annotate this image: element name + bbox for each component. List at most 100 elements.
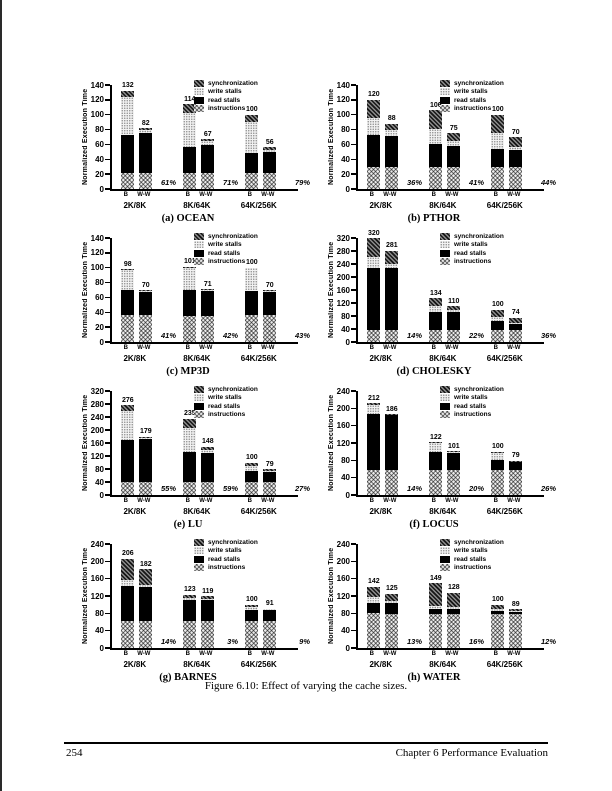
y-tick-mark xyxy=(105,128,110,131)
chart-title: (h) WATER xyxy=(407,672,461,683)
segment-write-stalls xyxy=(245,606,259,611)
miss-rate-percent: 20% xyxy=(468,484,484,493)
y-tick-label: 120 xyxy=(336,298,350,308)
legend-row: read stalls xyxy=(194,96,258,105)
miss-rate-percent: 43% xyxy=(294,331,310,340)
segment-instructions xyxy=(245,620,259,648)
y-tick-mark xyxy=(105,84,110,86)
y-tick-label: 200 xyxy=(90,425,104,435)
chart-barnes: Normalized Execution Time 206 182 14% 123 119… xyxy=(66,534,310,687)
legend-row: write stalls xyxy=(440,88,504,97)
y-tick-label: 80 xyxy=(341,608,350,618)
sync-swatch-icon xyxy=(440,79,450,87)
legend: synchronization write stalls read stalls in… xyxy=(194,232,258,266)
legend: synchronization write stalls read stalls in… xyxy=(194,538,258,572)
y-tick-label: 100 xyxy=(336,110,350,120)
legend-label: read stalls xyxy=(208,555,241,563)
segment-write-stalls xyxy=(245,466,259,471)
segment-write-stalls xyxy=(509,610,523,612)
y-tick-label: 40 xyxy=(341,154,350,164)
segment-instructions xyxy=(509,329,523,342)
sync-swatch-icon xyxy=(194,232,204,240)
legend-row: instructions xyxy=(440,564,504,573)
legend-label: synchronization xyxy=(208,538,258,546)
bar-tick-label: B xyxy=(369,498,374,504)
y-tick-label: 200 xyxy=(90,556,104,566)
segment-read-stalls xyxy=(429,451,443,471)
bar-w-w xyxy=(509,609,523,648)
segment-synchronization xyxy=(139,569,153,585)
segment-read-stalls xyxy=(385,268,399,330)
segment-instructions xyxy=(385,167,399,189)
plot-area: 276 179 55% 235 148 59% 100 79 27% xyxy=(110,391,310,497)
cache-size-label: 8K/64K xyxy=(183,354,211,363)
chart-title: (d) CHOLESKY xyxy=(396,366,472,377)
bar-b xyxy=(121,90,135,189)
legend-row: synchronization xyxy=(440,232,504,241)
legend-label: write stalls xyxy=(208,394,242,402)
segment-write-stalls xyxy=(447,606,461,610)
segment-write-stalls xyxy=(491,133,505,149)
miss-rate-percent: 9% xyxy=(299,637,310,646)
legend: synchronization write stalls read stalls in… xyxy=(440,232,504,266)
y-tick-mark xyxy=(105,296,110,299)
segment-synchronization xyxy=(139,128,153,131)
chart-title: (g) BARNES xyxy=(159,672,217,683)
bar-b xyxy=(429,583,443,648)
segment-synchronization xyxy=(385,123,399,130)
segment-write-stalls xyxy=(447,141,461,146)
footer-rule xyxy=(64,742,548,744)
bar-w-w xyxy=(139,569,153,648)
bar-tick-label: B xyxy=(185,192,190,198)
legend-label: write stalls xyxy=(454,394,488,402)
bar-b xyxy=(183,594,197,648)
legend: synchronization write stalls read stalls in… xyxy=(440,385,504,419)
segment-synchronization xyxy=(509,460,523,462)
legend-label: read stalls xyxy=(454,249,487,257)
segment-synchronization xyxy=(121,558,135,580)
segment-write-stalls xyxy=(367,596,381,604)
y-tick-label: 120 xyxy=(336,95,350,105)
figure-caption: Figure 6.10: Effect of varying the cache… xyxy=(204,680,408,692)
segment-synchronization xyxy=(367,586,381,597)
instr-swatch-icon xyxy=(194,564,204,572)
segment-write-stalls xyxy=(201,141,215,146)
legend-label: synchronization xyxy=(454,538,504,546)
segment-synchronization xyxy=(367,403,381,405)
bar-total-label: 101 xyxy=(183,258,196,266)
segment-instructions xyxy=(183,172,197,189)
miss-rate-percent: 14% xyxy=(160,637,176,646)
bar-total-label: 70 xyxy=(141,281,150,289)
y-tick-mark xyxy=(105,99,110,101)
y-tick-mark xyxy=(351,302,356,304)
y-tick-label: 20 xyxy=(341,169,350,179)
cache-size-label: 64K/256K xyxy=(486,354,523,363)
segment-read-stalls xyxy=(263,471,277,482)
y-tick-label: 0 xyxy=(345,337,350,347)
legend-row: write stalls xyxy=(194,394,258,403)
segment-synchronization xyxy=(201,139,215,142)
y-tick-label: 80 xyxy=(95,125,104,135)
segment-synchronization xyxy=(429,442,443,444)
segment-synchronization xyxy=(447,592,461,607)
legend-row: write stalls xyxy=(194,241,258,250)
bar-tick-label: W-W xyxy=(383,651,397,657)
segment-read-stalls xyxy=(385,136,399,168)
instr-swatch-icon xyxy=(194,258,204,266)
bar-b xyxy=(245,114,259,189)
segment-instructions xyxy=(429,614,443,648)
legend-label: instructions xyxy=(208,258,246,266)
segment-instructions xyxy=(447,614,461,648)
bar-w-w xyxy=(447,592,461,648)
y-tick-label: 80 xyxy=(95,464,104,474)
sync-swatch-icon xyxy=(440,232,450,240)
bar-w-w xyxy=(385,250,399,342)
bar-b xyxy=(429,298,443,342)
segment-instructions xyxy=(385,470,399,495)
segment-instructions xyxy=(139,482,153,495)
cache-size-label: 2K/8K xyxy=(369,507,393,516)
y-tick-mark xyxy=(351,390,356,392)
y-tick-mark xyxy=(351,328,356,330)
y-tick-label: 0 xyxy=(345,490,350,500)
miss-rate-percent: 61% xyxy=(160,178,176,187)
